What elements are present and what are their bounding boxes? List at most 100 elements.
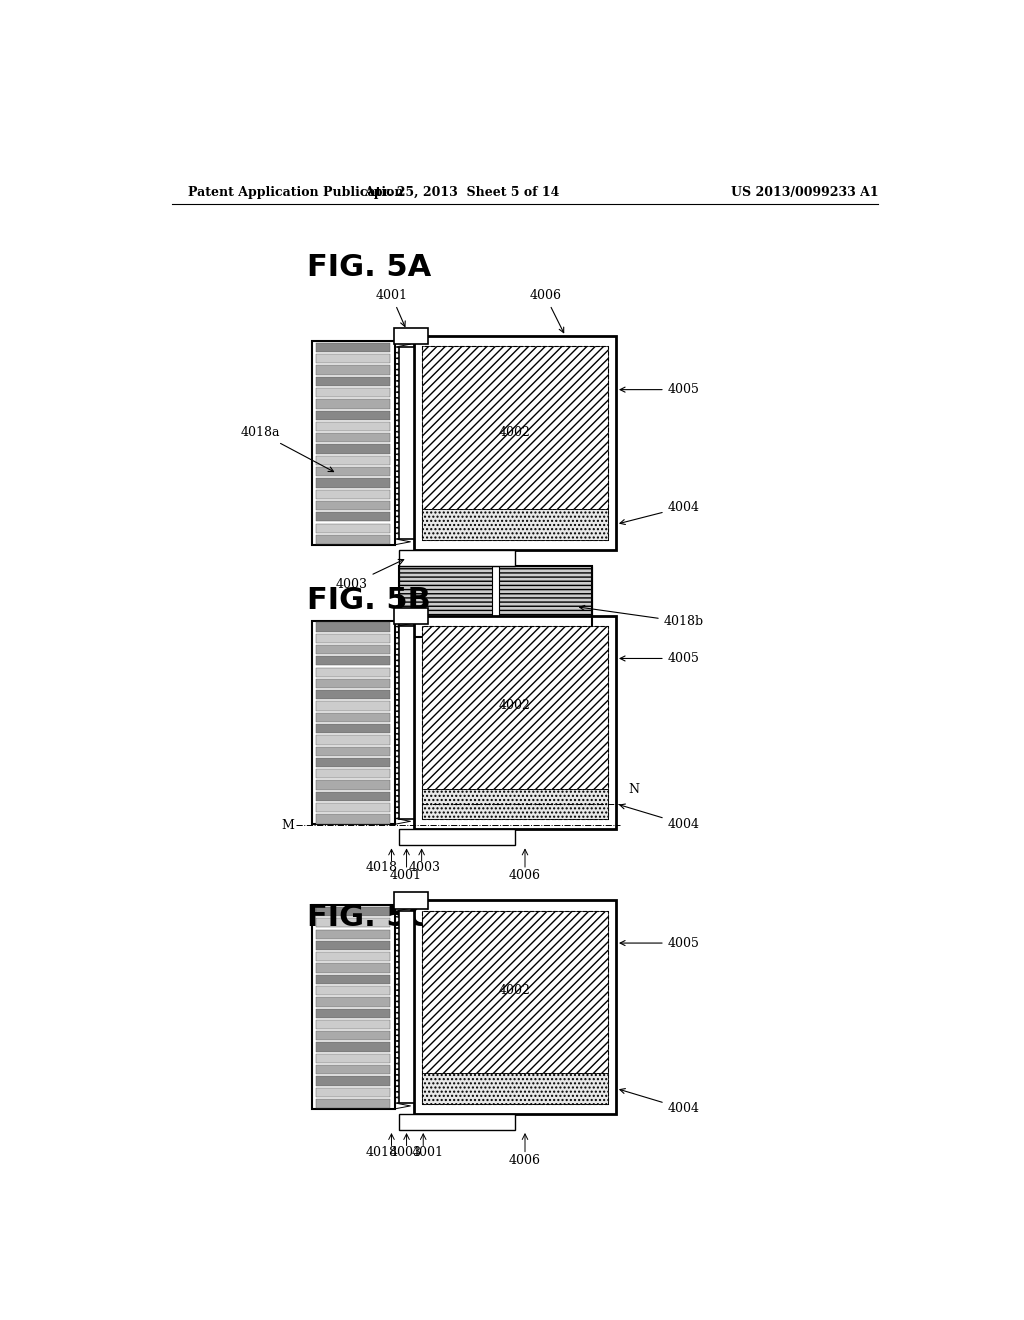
- Bar: [414, 337, 616, 549]
- Bar: [316, 780, 389, 789]
- Bar: [316, 770, 389, 779]
- Bar: [316, 478, 389, 487]
- Bar: [316, 941, 389, 950]
- Text: 4005: 4005: [621, 383, 699, 396]
- Bar: [422, 788, 608, 818]
- Bar: [547, 638, 572, 651]
- Bar: [316, 803, 389, 812]
- Text: 4001: 4001: [376, 289, 408, 326]
- Bar: [316, 535, 389, 544]
- Bar: [316, 1053, 389, 1063]
- Text: 4004: 4004: [620, 804, 699, 830]
- Bar: [499, 566, 592, 638]
- Bar: [316, 455, 389, 465]
- Bar: [399, 566, 493, 638]
- Text: 4018a: 4018a: [241, 426, 334, 471]
- Bar: [316, 735, 389, 744]
- Bar: [316, 433, 389, 442]
- Text: 4003: 4003: [409, 862, 440, 874]
- Bar: [316, 1020, 389, 1030]
- Bar: [414, 900, 616, 1114]
- Bar: [316, 713, 389, 722]
- Bar: [316, 986, 389, 995]
- Bar: [316, 1043, 389, 1052]
- Bar: [316, 343, 389, 352]
- Bar: [422, 626, 608, 818]
- Text: US 2013/0099233 A1: US 2013/0099233 A1: [731, 186, 879, 199]
- Bar: [316, 668, 389, 677]
- Bar: [455, 638, 481, 651]
- Bar: [422, 911, 608, 1073]
- Bar: [414, 615, 616, 829]
- Bar: [316, 792, 389, 801]
- Bar: [399, 829, 515, 846]
- Bar: [316, 1031, 389, 1040]
- Bar: [316, 388, 389, 397]
- Bar: [399, 549, 515, 566]
- Bar: [316, 634, 389, 643]
- Text: 4001: 4001: [390, 870, 422, 883]
- Text: 4018: 4018: [366, 1146, 398, 1159]
- Bar: [394, 892, 428, 908]
- Text: 4006: 4006: [509, 1154, 541, 1167]
- Text: 4001: 4001: [412, 1146, 443, 1159]
- Text: 4018: 4018: [366, 862, 398, 874]
- Bar: [316, 422, 389, 432]
- Bar: [316, 366, 389, 375]
- Bar: [316, 952, 389, 961]
- Bar: [316, 747, 389, 756]
- Text: Patent Application Publication: Patent Application Publication: [187, 186, 403, 199]
- Bar: [422, 346, 608, 540]
- Bar: [316, 929, 389, 939]
- Bar: [316, 1076, 389, 1085]
- Bar: [399, 627, 414, 818]
- Bar: [316, 964, 389, 973]
- Bar: [316, 645, 389, 655]
- Text: 4018b: 4018b: [580, 606, 703, 628]
- Bar: [422, 346, 608, 510]
- Bar: [316, 1088, 389, 1097]
- Text: 4006: 4006: [509, 870, 541, 883]
- Bar: [316, 524, 389, 533]
- Bar: [409, 638, 435, 651]
- Bar: [316, 1008, 389, 1018]
- Text: N: N: [628, 783, 639, 796]
- Bar: [316, 758, 389, 767]
- Bar: [316, 998, 389, 1007]
- Bar: [399, 1114, 515, 1130]
- Text: FIG. 5B: FIG. 5B: [306, 586, 430, 615]
- Bar: [316, 399, 389, 409]
- Text: 4005: 4005: [621, 937, 699, 949]
- Bar: [422, 510, 608, 540]
- Text: FIG. 5A: FIG. 5A: [306, 252, 431, 281]
- Bar: [316, 656, 389, 665]
- Bar: [312, 620, 395, 824]
- Bar: [422, 1073, 608, 1104]
- Text: 4004: 4004: [620, 1089, 699, 1115]
- Text: 4003: 4003: [336, 560, 403, 591]
- Bar: [394, 329, 428, 345]
- Bar: [316, 814, 389, 824]
- Bar: [316, 701, 389, 710]
- Bar: [312, 342, 395, 545]
- Text: 4002: 4002: [499, 698, 530, 711]
- Text: M: M: [282, 818, 295, 832]
- Bar: [316, 445, 389, 454]
- Bar: [394, 607, 428, 624]
- Text: 4004: 4004: [620, 500, 699, 524]
- Bar: [316, 467, 389, 477]
- Text: Apr. 25, 2013  Sheet 5 of 14: Apr. 25, 2013 Sheet 5 of 14: [364, 186, 559, 199]
- Bar: [422, 788, 608, 818]
- Bar: [316, 974, 389, 983]
- Text: 4002: 4002: [499, 426, 530, 438]
- Bar: [316, 1100, 389, 1109]
- Text: 4002: 4002: [499, 983, 530, 997]
- Bar: [422, 510, 608, 540]
- Bar: [316, 678, 389, 688]
- Bar: [399, 566, 592, 638]
- Bar: [316, 411, 389, 420]
- Bar: [316, 490, 389, 499]
- Bar: [316, 1065, 389, 1074]
- Text: FIG. 5C: FIG. 5C: [306, 903, 429, 932]
- Bar: [422, 911, 608, 1104]
